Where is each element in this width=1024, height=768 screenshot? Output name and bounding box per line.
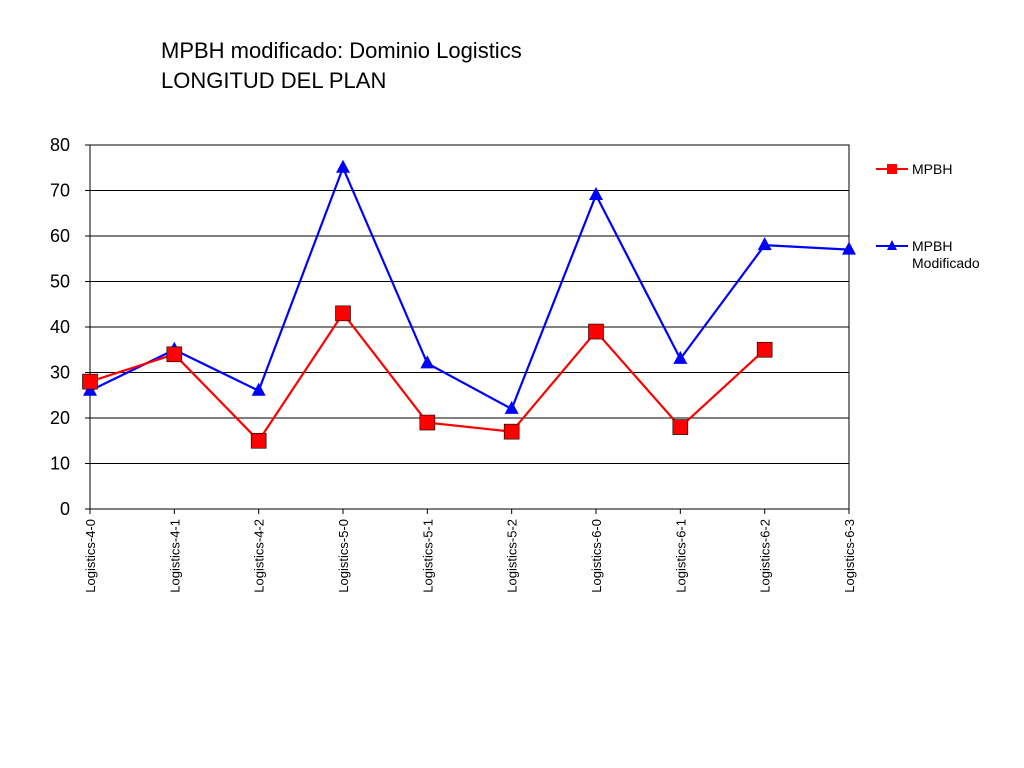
x-tick-label-Logistics-6-1: Logistics-6-1 — [673, 519, 688, 593]
x-tick-label-Logistics-4-1: Logistics-4-1 — [167, 519, 182, 593]
chart-title-line-2: LONGITUD DEL PLAN — [161, 68, 387, 93]
y-tick-label-60: 60 — [50, 226, 70, 246]
x-tick-label-Logistics-6-0: Logistics-6-0 — [589, 519, 604, 593]
legend-item-mpbh-modificado: MPBH Modificado — [876, 238, 980, 271]
point-mpbh-modificado-Logistics-5-1 — [420, 355, 435, 369]
point-mpbh-modificado-Logistics-6-2 — [757, 237, 772, 251]
legend-marker-mpbh-modificado — [887, 240, 897, 250]
point-mpbh-modificado-Logistics-5-2 — [504, 400, 519, 414]
legend-label-mpbh: MPBH — [912, 161, 952, 177]
y-tick-label-80: 80 — [50, 135, 70, 155]
y-tick-label-20: 20 — [50, 408, 70, 428]
point-mpbh-Logistics-4-2 — [250, 432, 267, 449]
point-mpbh-Logistics-6-2 — [756, 341, 773, 358]
x-tick-label-Logistics-5-2: Logistics-5-2 — [505, 519, 520, 593]
point-mpbh-Logistics-5-1 — [419, 414, 436, 431]
point-mpbh-Logistics-6-1 — [672, 419, 689, 435]
point-mpbh-modificado-Logistics-6-1 — [673, 350, 688, 364]
legend-label-mpbh-modificado: MPBH Modificado — [912, 238, 980, 271]
y-tick-label-30: 30 — [50, 363, 70, 383]
point-mpbh-Logistics-4-0 — [82, 373, 98, 390]
x-tick-label-Logistics-4-0: Logistics-4-0 — [83, 519, 98, 593]
x-tick-label-Logistics-4-2: Logistics-4-2 — [252, 519, 267, 593]
y-tick-label-10: 10 — [50, 454, 70, 474]
series-line-mpbh-modificado — [89, 164, 850, 411]
y-tick-label-40: 40 — [50, 317, 70, 337]
point-mpbh-Logistics-4-1 — [166, 346, 183, 363]
x-tick-label-Logistics-5-0: Logistics-5-0 — [336, 519, 351, 593]
y-tick-label-50: 50 — [50, 272, 70, 292]
point-mpbh-Logistics-5-0 — [335, 305, 351, 322]
point-mpbh-Logistics-6-0 — [588, 323, 604, 340]
chart-title-line-1: MPBH modificado: Dominio Logistics — [161, 38, 522, 63]
point-mpbh-Logistics-5-2 — [503, 423, 520, 440]
point-mpbh-modificado-Logistics-6-0 — [589, 187, 603, 201]
x-tick-label-Logistics-6-2: Logistics-6-2 — [758, 519, 773, 593]
x-tick-label-Logistics-5-1: Logistics-5-1 — [420, 519, 435, 593]
point-mpbh-modificado-Logistics-4-2 — [251, 382, 266, 396]
legend-item-mpbh: MPBH — [876, 161, 952, 177]
y-tick-label-70: 70 — [50, 181, 70, 201]
point-mpbh-modificado-Logistics-5-0 — [336, 159, 350, 173]
x-tick-label-Logistics-6-3: Logistics-6-3 — [842, 519, 857, 593]
chart-title: MPBH modificado: Dominio Logistics LONGI… — [161, 36, 522, 96]
legend-marker-mpbh — [887, 164, 897, 174]
y-tick-label-0: 0 — [60, 499, 70, 519]
point-mpbh-modificado-Logistics-6-3 — [842, 241, 856, 255]
